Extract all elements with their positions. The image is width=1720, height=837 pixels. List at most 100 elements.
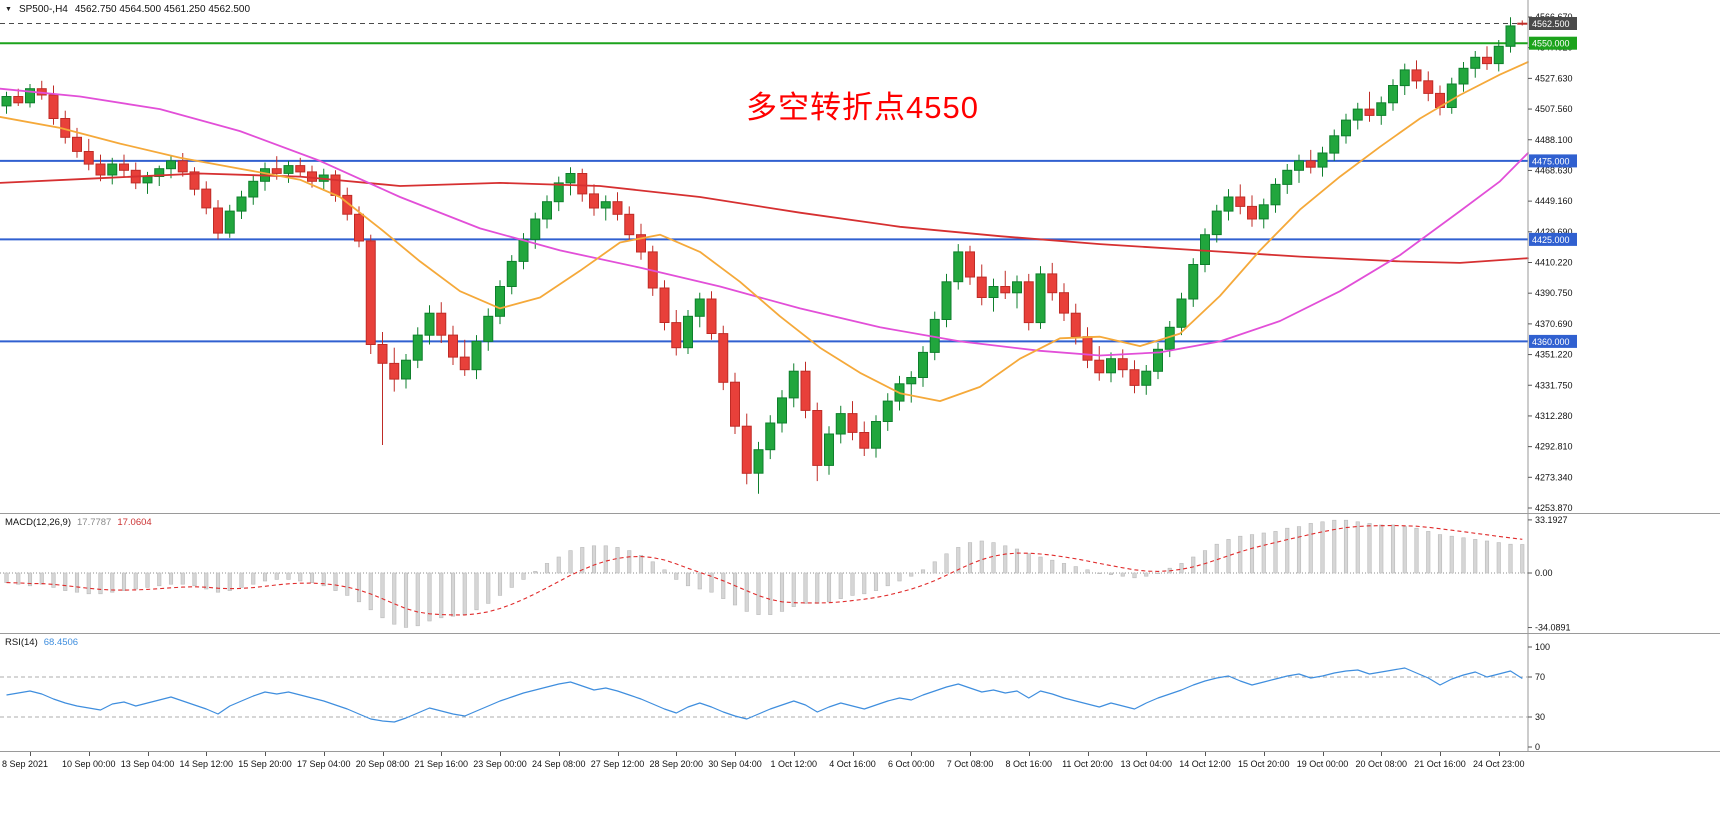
macd-bar [509, 572, 514, 588]
time-axis[interactable]: 8 Sep 2021 10 Sep 00:00 13 Sep 04:00 14 Sep… [0, 751, 1720, 837]
candle-body [965, 251, 975, 278]
price-axis-label: 4390.750 [1535, 288, 1573, 298]
price-axis-label: 4507.560 [1535, 104, 1573, 114]
macd-bar [1249, 534, 1255, 574]
macd-bar [4, 572, 9, 583]
macd-bar [368, 572, 373, 611]
candle-body [224, 210, 235, 234]
ohlc-label: 4562.750 4564.500 4561.250 4562.500 [74, 4, 251, 15]
candle-body [330, 174, 341, 196]
candle-body [589, 193, 599, 209]
candle-body [1458, 67, 1469, 85]
candle-body [565, 173, 576, 184]
macd-bar [157, 572, 162, 587]
rsi-axis-label: 70 [1535, 672, 1545, 682]
time-tick [30, 752, 31, 756]
time-tick [323, 752, 325, 756]
candle-body [377, 344, 388, 364]
macd-canvas[interactable]: 33.1927 0.00 -34.0891 [0, 514, 1720, 633]
macd-bar [779, 572, 785, 612]
macd-signal-value: 17.0604 [117, 517, 152, 528]
macd-bar [27, 572, 33, 587]
rsi-canvas[interactable]: 100 70 30 0 [0, 634, 1720, 751]
candle-body [694, 298, 705, 317]
macd-bar [1179, 563, 1184, 574]
macd-panel[interactable]: 33.1927 0.00 -34.0891 MACD(12,26,9) 17.778… [0, 513, 1720, 633]
macd-bar [885, 572, 890, 587]
candle-body [1070, 312, 1081, 338]
time-axis-label: 14 Sep 12:00 [179, 759, 234, 769]
candle-body [1505, 25, 1516, 47]
candle-body [518, 238, 529, 262]
time-axis-label: 13 Oct 04:00 [1120, 759, 1173, 769]
price-box-label: 4562.500 [1532, 19, 1570, 29]
candle-body [906, 377, 917, 385]
candle-body [1470, 56, 1481, 69]
macd-bar [333, 572, 338, 591]
time-axis-label: 30 Sep 04:00 [708, 759, 762, 769]
macd-signal-line [6, 524, 1523, 616]
macd-bar [39, 572, 44, 585]
candle-body [95, 163, 106, 176]
time-axis-label: 11 Oct 20:00 [1062, 759, 1113, 769]
candle-body [812, 410, 823, 466]
price-box-4475.000 [1529, 154, 1577, 168]
candle-body [107, 163, 118, 176]
time-axis-label: 4 Oct 16:00 [829, 759, 876, 769]
ma-orange-line [0, 61, 1529, 403]
candle-body [1282, 169, 1293, 185]
candle-body [424, 312, 435, 336]
candle-body [718, 333, 729, 383]
macd-bar [1132, 572, 1137, 579]
rsi-panel[interactable]: 100 70 30 0 RSI(14) 68.4506 [0, 633, 1720, 751]
macd-bar [932, 561, 937, 574]
macd-bar [145, 572, 150, 588]
macd-bar [709, 572, 714, 593]
candle-body [72, 136, 82, 152]
price-box-label: 4360.000 [1532, 337, 1570, 347]
macd-bar [627, 550, 632, 574]
rsi-axis-label: 30 [1535, 712, 1545, 722]
price-chart-panel[interactable]: 4566.6704547.0204527.6304507.5604488.100… [0, 0, 1720, 513]
candle-body [166, 160, 176, 170]
candle-body [976, 276, 987, 299]
macd-bar [239, 572, 244, 588]
candle-body [236, 196, 247, 212]
price-chart-canvas[interactable]: 4566.6704547.0204527.6304507.5604488.100… [0, 0, 1720, 513]
time-axis-label: 20 Sep 08:00 [355, 759, 410, 769]
price-box-label: 4550.000 [1532, 39, 1570, 49]
candle-body [1000, 286, 1011, 294]
macd-bar [791, 572, 796, 607]
macd-bar [380, 572, 385, 619]
macd-bar [321, 572, 326, 587]
macd-bar [1520, 544, 1525, 574]
macd-bar [967, 542, 973, 574]
time-tick [500, 752, 501, 756]
macd-bar [1308, 523, 1313, 574]
macd-bar [744, 572, 749, 612]
price-box-4425.000 [1529, 232, 1577, 246]
candle-body [847, 413, 858, 433]
candle-body [1411, 69, 1422, 82]
candle-body [612, 201, 623, 215]
candle-body [83, 151, 94, 165]
macd-bar [638, 555, 644, 574]
macd-bar [298, 572, 303, 582]
macd-axis-label: -34.0891 [1535, 623, 1571, 633]
macd-bar [1449, 535, 1454, 574]
candle-body [600, 201, 611, 209]
macd-bar [168, 572, 174, 585]
macd-bar [1202, 550, 1208, 574]
time-axis-label: 14 Oct 12:00 [1179, 759, 1231, 769]
macd-bar [497, 572, 503, 596]
candle-body [706, 298, 717, 334]
time-axis-label: 21 Sep 16:00 [414, 759, 469, 769]
price-box-4562.500 [1529, 17, 1577, 30]
macd-bar [1285, 527, 1290, 574]
macd-bar [1026, 553, 1031, 574]
time-axis-label: 17 Sep 04:00 [296, 759, 351, 769]
time-tick [441, 752, 443, 756]
candle-body [1082, 336, 1093, 361]
time-axis-label: 15 Sep 20:00 [238, 759, 292, 769]
time-tick [265, 752, 266, 756]
